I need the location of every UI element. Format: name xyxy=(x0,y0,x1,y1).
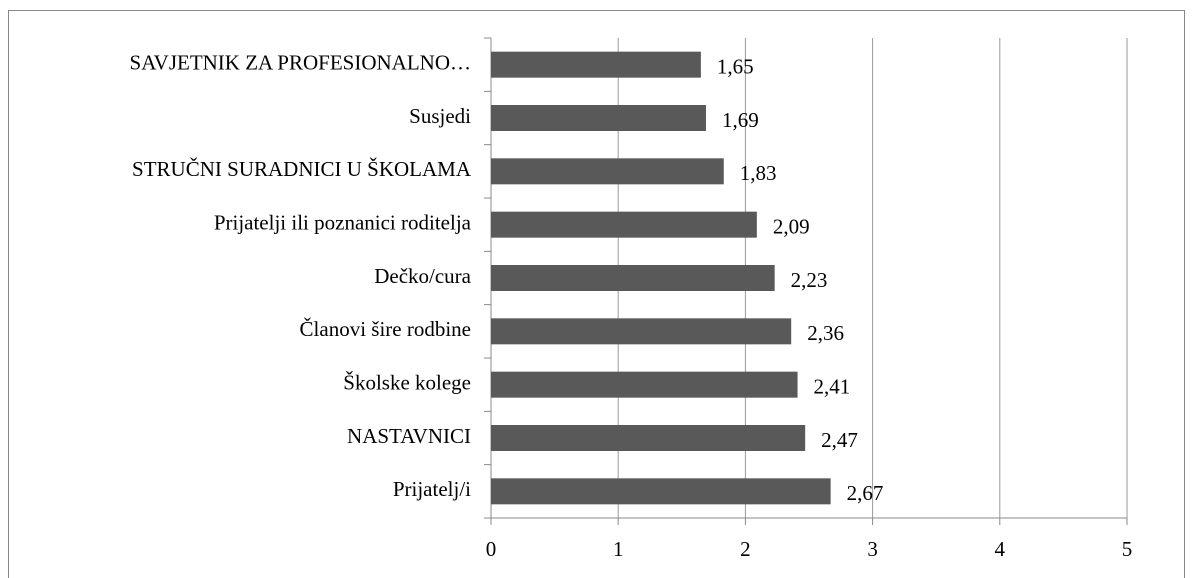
value-label: 2,41 xyxy=(814,374,851,398)
bar xyxy=(491,318,792,345)
y-tick-label: Prijatelj/i xyxy=(393,477,471,501)
value-label: 1,65 xyxy=(717,54,754,78)
value-label: 2,23 xyxy=(791,268,828,292)
value-label: 2,47 xyxy=(821,428,858,452)
bar xyxy=(491,371,798,398)
y-tick-label: Susjedi xyxy=(409,104,471,128)
y-tick-label: NASTAVNICI xyxy=(347,424,471,448)
x-tick-label: 3 xyxy=(867,537,878,561)
x-tick-label: 5 xyxy=(1122,537,1133,561)
bar xyxy=(491,265,775,291)
bar xyxy=(491,425,806,451)
x-tick-label: 4 xyxy=(995,537,1006,561)
x-tick-label: 1 xyxy=(613,537,624,561)
bar xyxy=(491,105,706,131)
chart-border xyxy=(8,10,1185,578)
y-tick-label: STRUČNI SURADNICI U ŠKOLAMA xyxy=(132,157,472,181)
bar xyxy=(491,158,724,185)
y-tick-label: Školske kolege xyxy=(343,370,471,394)
bar xyxy=(491,51,701,78)
bar xyxy=(491,211,757,238)
x-tick-label: 2 xyxy=(740,537,751,561)
y-tick-label: Dečko/cura xyxy=(374,264,471,288)
y-tick-label: Prijatelji ili poznanici roditelja xyxy=(214,210,472,234)
y-tick-label: Članovi šire rodbine xyxy=(300,317,471,341)
value-label: 2,36 xyxy=(807,321,844,345)
value-label: 2,09 xyxy=(773,214,810,238)
value-label: 1,69 xyxy=(722,108,759,132)
y-tick-label: SAVJETNIK ZA PROFESIONALNO… xyxy=(130,50,471,74)
bar xyxy=(491,478,831,505)
value-label: 1,83 xyxy=(740,161,777,185)
value-label: 2,67 xyxy=(847,481,884,505)
x-tick-label: 0 xyxy=(486,537,497,561)
